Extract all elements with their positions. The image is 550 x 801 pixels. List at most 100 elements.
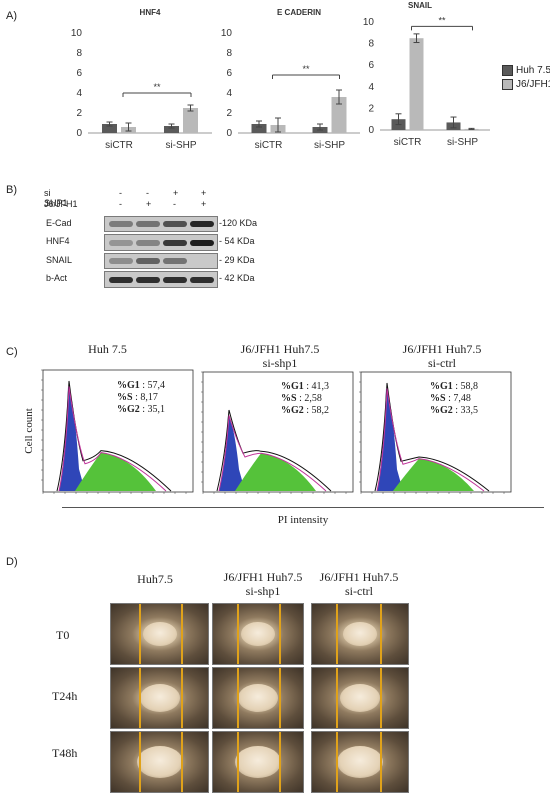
blot-band: [163, 276, 187, 283]
blot-band: [109, 239, 133, 246]
panel-c-label: C): [6, 346, 18, 358]
scratch-title-1-text: Huh7.5: [137, 572, 173, 586]
g1-peak: [59, 386, 85, 491]
legend: Huh 7.5 J6/JFH1: [502, 65, 550, 90]
y-tick-label: 6: [368, 60, 374, 71]
blot-row-b-act: b-Act - 42 KDa: [46, 271, 356, 288]
header-mark: -: [119, 188, 122, 198]
y-tick-label: 0: [76, 128, 82, 139]
wound-area: [337, 746, 383, 778]
wound-area: [136, 746, 183, 778]
flow-stats-2: %G1 : 41,3 %S : 2,58 %G2 : 58,2: [281, 381, 329, 417]
scratch-edge-line: [237, 732, 239, 792]
scratch-edge-line: [279, 732, 281, 792]
significance-label: **: [302, 64, 310, 74]
scratch-edge-line: [336, 732, 338, 792]
scratch-subtitle-3: si-ctrl: [345, 584, 373, 598]
blot-strip: [104, 271, 218, 288]
scratch-edge-line: [380, 732, 382, 792]
g2-peak: [393, 458, 474, 491]
header-mark: -: [173, 199, 176, 209]
blot-band: [136, 276, 160, 283]
blot-band: [163, 258, 187, 264]
y-tick-label: 8: [368, 39, 374, 50]
bar: [331, 97, 347, 133]
scratch-edge-line: [380, 668, 382, 728]
histogram-fit: [58, 386, 167, 492]
g2-label: %G2: [281, 405, 304, 416]
blot-band: [190, 221, 214, 227]
s-value: : 7,48: [448, 393, 471, 404]
scratch-edge-line: [237, 604, 239, 664]
scratch-subtitle-2: si-shp1: [245, 584, 281, 598]
blot-band: [109, 221, 133, 227]
legend-item-huh: Huh 7.5: [502, 65, 550, 76]
y-tick-label: 10: [71, 28, 83, 39]
header-mark: -: [119, 199, 122, 209]
scratch-edge-line: [181, 604, 183, 664]
blot-strip: [104, 234, 218, 251]
blot-band: [136, 221, 160, 227]
scratch-edge-line: [380, 604, 382, 664]
bar-charts: HNF4 0 2 4 6 8 10 siCTR si-SHP ** E CADERIN 0 2 4 6 8 10…: [71, 1, 490, 151]
g1-row: %G1 : 57,4: [117, 380, 165, 392]
g1-peak: [377, 388, 403, 491]
g2-row: %G2 : 58,2: [281, 405, 329, 417]
scratch-edge-line: [139, 732, 141, 792]
bar: [183, 108, 198, 133]
s-value: : 2,58: [299, 393, 322, 404]
wound-area: [241, 622, 275, 646]
y-tick-label: 4: [76, 88, 82, 99]
scratch-edge-line: [181, 668, 183, 728]
y-tick-label: 0: [226, 128, 232, 139]
bar: [102, 124, 117, 133]
scratch-title-2-text: J6/JFH1 Huh7.5: [223, 570, 303, 584]
blot-row-snail: SNAIL - 29 KDa: [46, 253, 356, 269]
s-label: %S: [430, 393, 446, 404]
g2-value: : 35,1: [142, 404, 166, 415]
blot-row-hnf4: HNF4 - 54 KDa: [46, 234, 356, 251]
legend-label-huh: Huh 7.5: [516, 65, 550, 76]
s-value: : 8,17: [135, 392, 158, 403]
chart-title: SNAIL: [408, 1, 432, 10]
scratch-photo: [110, 603, 209, 665]
blot-band: [163, 239, 187, 246]
header-label-j6: J6/JFH1: [44, 199, 78, 209]
flow-title-1: Huh 7.5: [60, 342, 155, 357]
flow-title-1-text: Huh 7.5: [88, 342, 127, 356]
y-tick-label: 8: [226, 48, 232, 59]
header-label-shp1: si SHP1: [44, 188, 68, 208]
g1-value: : 41,3: [306, 381, 330, 392]
scratch-photo: [110, 667, 209, 729]
scratch-edge-line: [336, 668, 338, 728]
scratch-edge-line: [139, 604, 141, 664]
x-tick-label: siCTR: [105, 140, 133, 151]
y-tick-label: 2: [368, 103, 374, 114]
blot-row-label: HNF4: [46, 236, 70, 246]
scratch-edge-line: [237, 668, 239, 728]
g1-row: %G1 : 58,8: [430, 381, 478, 393]
g1-label: %G1: [281, 381, 304, 392]
y-tick-label: 4: [226, 88, 232, 99]
panel-a-label: A): [6, 10, 17, 22]
blot-band: [109, 276, 133, 283]
s-row: %S : 8,17: [117, 392, 165, 404]
legend-swatch-j6: [502, 79, 513, 90]
legend-swatch-huh: [502, 65, 513, 76]
flow-subtitle-3: si-ctrl: [428, 356, 456, 370]
blot-band: [136, 258, 160, 264]
s-label: %S: [281, 393, 297, 404]
scratch-row-label-1: T0: [56, 628, 70, 642]
wound-area: [235, 746, 281, 778]
scratch-photo: [212, 603, 304, 665]
blot-row-label: E-Cad: [46, 218, 72, 228]
histogram-fit: [218, 415, 327, 492]
y-tick-label: 2: [226, 108, 232, 119]
blot-band: [163, 221, 187, 227]
scratch-photo: [311, 731, 409, 793]
blot-kda-label: - 54 KDa: [219, 236, 255, 246]
y-tick-label: 2: [76, 108, 82, 119]
x-tick-label: siCTR: [255, 140, 283, 151]
scratch-photo: [110, 731, 209, 793]
header-mark: +: [201, 188, 207, 198]
